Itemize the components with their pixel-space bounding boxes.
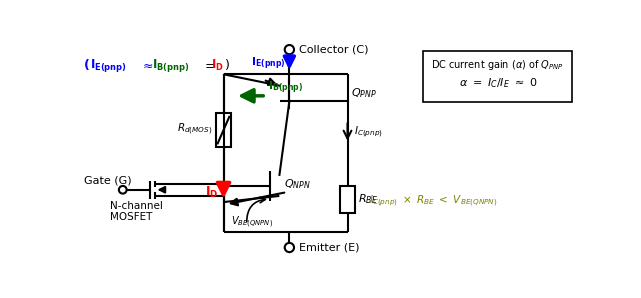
Text: $=$: $=$ bbox=[202, 58, 215, 72]
Text: $\approx$: $\approx$ bbox=[140, 58, 153, 72]
Text: $R_{BE}$: $R_{BE}$ bbox=[358, 192, 378, 206]
Text: $Q_{PNP}$: $Q_{PNP}$ bbox=[351, 87, 378, 100]
Text: ): ) bbox=[225, 58, 230, 72]
FancyBboxPatch shape bbox=[340, 186, 355, 213]
Text: $\mathbf{I_D}$: $\mathbf{I_D}$ bbox=[205, 184, 219, 200]
Text: $\mathbf{I_{E(pnp)}}$: $\mathbf{I_{E(pnp)}}$ bbox=[251, 56, 285, 72]
Text: $\mathbf{I_D}$: $\mathbf{I_D}$ bbox=[211, 58, 224, 73]
Text: Collector (C): Collector (C) bbox=[299, 45, 368, 55]
Text: Emitter (E): Emitter (E) bbox=[299, 243, 359, 252]
Text: Gate (G): Gate (G) bbox=[84, 176, 131, 186]
Text: $Q_{NPN}$: $Q_{NPN}$ bbox=[284, 178, 311, 191]
FancyBboxPatch shape bbox=[216, 113, 231, 148]
Text: $\alpha\ =\ I_C/I_E\ \approx\ 0$: $\alpha\ =\ I_C/I_E\ \approx\ 0$ bbox=[458, 77, 537, 90]
Text: $I_{C(pnp)}$: $I_{C(pnp)}$ bbox=[354, 124, 383, 140]
Text: $I_{C(pnp)}\ \times\ R_{BE}\ <\ V_{BE(QNPN)}$: $I_{C(pnp)}\ \times\ R_{BE}\ <\ V_{BE(QN… bbox=[369, 194, 498, 209]
Text: $\mathbf{I_{B(pnp)}}$: $\mathbf{I_{B(pnp)}}$ bbox=[269, 80, 304, 96]
Text: $\mathbf{I_{E(pnp)}}$: $\mathbf{I_{E(pnp)}}$ bbox=[90, 57, 127, 74]
Text: $R_{d(MOS)}$: $R_{d(MOS)}$ bbox=[177, 122, 213, 137]
Text: N-channel
MOSFET: N-channel MOSFET bbox=[110, 201, 162, 222]
Text: (: ( bbox=[84, 58, 90, 72]
FancyBboxPatch shape bbox=[424, 51, 572, 102]
Text: DC current gain ($\alpha$) of $Q_{PNP}$: DC current gain ($\alpha$) of $Q_{PNP}$ bbox=[431, 58, 564, 72]
Text: $V_{BE(QNPN)}$: $V_{BE(QNPN)}$ bbox=[231, 214, 273, 230]
Text: $\mathbf{I_{B(pnp)}}$: $\mathbf{I_{B(pnp)}}$ bbox=[152, 57, 190, 74]
